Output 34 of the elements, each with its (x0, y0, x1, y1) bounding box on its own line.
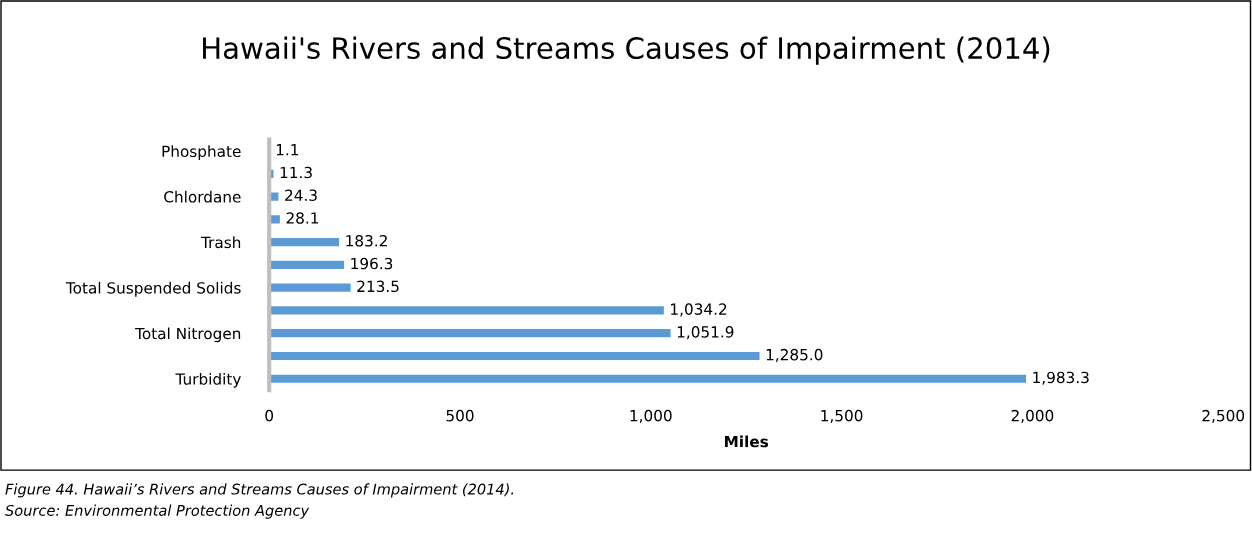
x-axis-title: Miles (725, 435, 769, 448)
chart-title: Hawaii's Rivers and Streams Causes of Impairment (2014) (203, 36, 1050, 65)
x-tick-label: 1,500 (821, 409, 863, 423)
bar (269, 374, 1027, 383)
data-label: 1.1 (276, 144, 299, 156)
data-label: 11.3 (280, 166, 312, 179)
data-label: 1,034.2 (671, 303, 727, 317)
bar (269, 351, 760, 361)
data-label: 213.5 (357, 280, 399, 293)
data-label: 1,285.0 (766, 348, 823, 362)
x-tick-label: 1,000 (630, 409, 672, 423)
y-tick-label: Trash (200, 236, 241, 249)
caption: Figure 44. Hawaii’s Rivers and Streams Causes of Impairment (2014). (5, 483, 514, 498)
y-tick-label: Total Suspended Solids (65, 281, 241, 297)
bar (269, 329, 671, 338)
x-tick-label: 0 (265, 409, 274, 422)
y-tick-label: Turbidity (175, 372, 241, 388)
x-tick-label: 2,000 (1011, 409, 1054, 423)
bar (269, 283, 351, 292)
y-tick-label: Chlordane (164, 190, 241, 203)
data-label: 196.3 (351, 257, 393, 270)
bar (269, 306, 664, 315)
data-label: 1,051.9 (677, 326, 734, 340)
data-label: 183.2 (346, 235, 387, 247)
source-note: Source: Environmental Protection Agency (5, 504, 310, 519)
x-tick-label: 500 (446, 409, 474, 422)
y-tick-label: Phosphate (162, 145, 241, 161)
y-tick-label: Total Nitrogen (135, 327, 241, 343)
data-label: 28.1 (286, 212, 319, 224)
bar (269, 260, 345, 269)
data-label: 24.3 (285, 189, 317, 202)
x-tick-label: 2,500 (1202, 409, 1245, 423)
data-label: 1,983.3 (1033, 371, 1089, 385)
bar (269, 238, 340, 247)
